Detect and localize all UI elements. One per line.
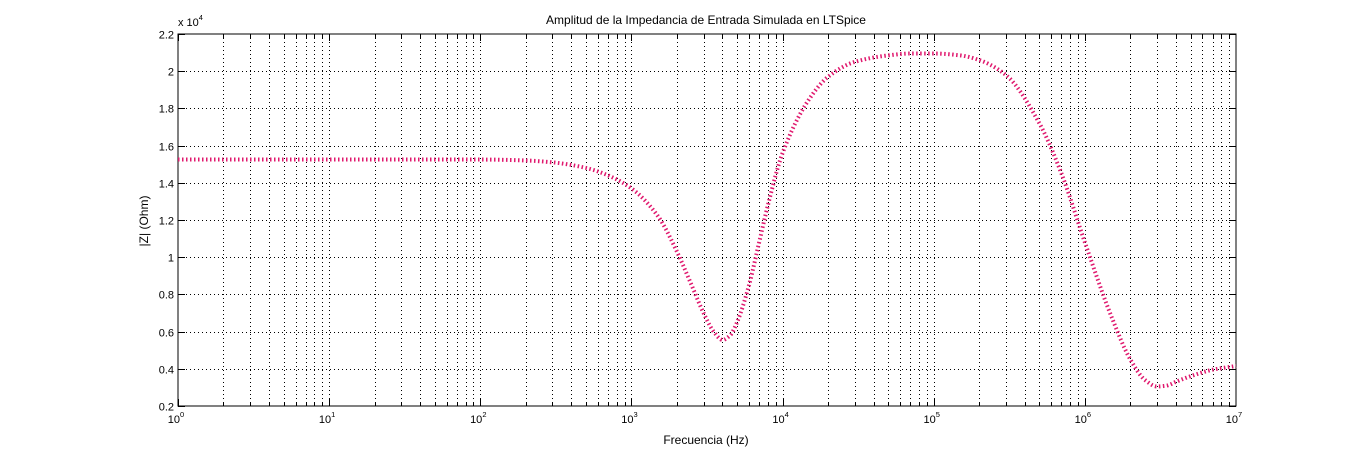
y-axis-title: |Z| (Ohm): [137, 196, 151, 247]
y-tick-label: 1.8: [159, 104, 174, 116]
x-tick-base: 10: [1226, 414, 1238, 426]
y-tick-label: 2: [168, 67, 174, 79]
y-multiplier-exponent: 4: [199, 13, 203, 22]
x-tick-base: 10: [924, 414, 936, 426]
x-tick-exponent: 4: [785, 410, 789, 419]
y-tick-label: 0.6: [159, 328, 174, 340]
y-tick-label: 0.8: [159, 290, 174, 302]
x-tick-base: 10: [772, 414, 784, 426]
y-tick-label: 0.2: [159, 402, 174, 414]
x-tick-base: 10: [470, 414, 482, 426]
y-tick-label: 0.4: [159, 365, 174, 377]
series-line-impedance: [178, 51, 1237, 389]
x-tick-exponent: 7: [1238, 410, 1242, 419]
grid-lines: [178, 34, 1236, 406]
series-impedance: [178, 51, 1237, 389]
y-tick-label: 1.4: [159, 179, 174, 191]
y-tick-label: 1.6: [159, 142, 174, 154]
y-axis-multiplier: x 104: [178, 13, 203, 29]
x-tick-labels: 100 101 102 103 104 105 106 107: [168, 410, 1242, 426]
y-tick-label: 1.2: [159, 216, 174, 228]
x-tick-label: 105: [924, 410, 940, 426]
x-tick-label: 104: [772, 410, 788, 426]
y-tick-labels: 0.2 0.4 0.6 0.8 1 1.2 1.4 1.6 1.8 2 2.2: [159, 30, 174, 414]
y-tick-label: 1: [168, 253, 174, 265]
x-tick-exponent: 5: [936, 410, 940, 419]
x-tick-label: 102: [470, 410, 486, 426]
x-tick-exponent: 1: [331, 410, 335, 419]
y-multiplier-base: x 10: [178, 17, 199, 29]
x-tick-base: 10: [1075, 414, 1087, 426]
x-tick-exponent: 3: [633, 410, 637, 419]
x-tick-exponent: 0: [180, 410, 184, 419]
plot-title: Amplitud de la Impedancia de Entrada Sim…: [546, 13, 866, 27]
x-tick-base: 10: [319, 414, 331, 426]
y-tick-label: 2.2: [159, 30, 174, 42]
x-tick-exponent: 6: [1087, 410, 1091, 419]
x-tick-label: 106: [1075, 410, 1091, 426]
x-tick-label: 100: [168, 410, 184, 426]
axis-ticks: [178, 34, 1236, 407]
x-tick-exponent: 2: [482, 410, 486, 419]
x-tick-label: 103: [621, 410, 637, 426]
x-tick-base: 10: [168, 414, 180, 426]
x-axis-title: Frecuencia (Hz): [663, 433, 748, 447]
x-tick-label: 107: [1226, 410, 1242, 426]
x-tick-base: 10: [621, 414, 633, 426]
x-tick-label: 101: [319, 410, 335, 426]
